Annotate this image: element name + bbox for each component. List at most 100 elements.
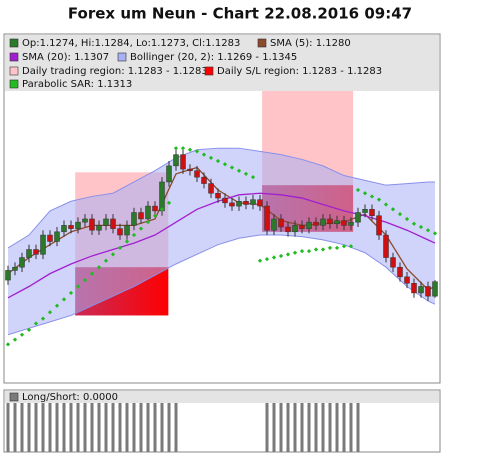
candle-body bbox=[124, 225, 130, 236]
long-short-bar bbox=[279, 402, 283, 452]
legend-label: SMA (5): 1.1280 bbox=[270, 38, 351, 49]
candle-body bbox=[82, 218, 88, 223]
legend-label: Op:1.1274, Hi:1.1284, Lo:1.1273, Cl:1.12… bbox=[22, 38, 240, 49]
sar-dot bbox=[215, 158, 221, 164]
sar-dot bbox=[355, 187, 361, 193]
candle-body bbox=[299, 225, 305, 229]
long-short-bar bbox=[314, 402, 318, 452]
long-short-bar bbox=[335, 402, 339, 452]
sar-dot bbox=[369, 194, 375, 199]
candle-body bbox=[26, 249, 32, 258]
candle-body bbox=[5, 270, 11, 281]
candle-body bbox=[166, 165, 172, 183]
sar-dot bbox=[229, 165, 235, 170]
sar-dot bbox=[222, 162, 228, 167]
sub-legend-box bbox=[5, 391, 439, 403]
long-short-bar bbox=[293, 402, 297, 452]
long-short-bar bbox=[125, 402, 129, 452]
sar-dot bbox=[299, 248, 305, 254]
candle-body bbox=[243, 201, 249, 205]
bollinger-upper bbox=[7, 147, 435, 249]
candle-body bbox=[47, 234, 53, 242]
candle-body bbox=[383, 234, 389, 258]
long-short-bar bbox=[83, 402, 87, 452]
sar-dot bbox=[306, 248, 312, 254]
candle-body bbox=[61, 225, 67, 233]
sar-dot bbox=[117, 245, 123, 251]
candle-body bbox=[103, 218, 109, 226]
candle-body bbox=[285, 226, 291, 233]
candle-body bbox=[313, 221, 319, 226]
sar-dot bbox=[236, 168, 242, 173]
sar-dot bbox=[362, 191, 368, 196]
candle-body bbox=[362, 209, 368, 213]
candle-body bbox=[96, 225, 102, 231]
candle-body bbox=[145, 205, 151, 220]
long-short-bar bbox=[272, 402, 276, 452]
candle-body bbox=[159, 181, 165, 212]
long-short-bar bbox=[90, 402, 94, 452]
legend-label: Daily S/L region: 1.1283 - 1.1283 bbox=[217, 66, 382, 77]
sar-dot bbox=[110, 252, 116, 257]
long-short-bar bbox=[349, 402, 353, 452]
candle-body bbox=[355, 212, 361, 223]
legend-swatch bbox=[257, 38, 267, 48]
candle-body bbox=[278, 218, 284, 228]
long-short-bar bbox=[97, 402, 101, 452]
long-short-bar bbox=[76, 402, 80, 452]
sar-dot bbox=[383, 202, 389, 207]
legend-label: Parabolic SAR: 1.1313 bbox=[22, 79, 132, 90]
long-short-bar bbox=[167, 402, 171, 452]
sar-dot bbox=[348, 244, 354, 249]
legend-swatch bbox=[9, 66, 19, 76]
sar-dot bbox=[334, 245, 340, 251]
sar-dot bbox=[166, 200, 172, 205]
chart-title: Forex um Neun - Chart 22.08.2016 09:47 bbox=[68, 5, 412, 23]
sar-dot bbox=[418, 224, 424, 230]
candle-body bbox=[33, 249, 39, 255]
legend-swatch bbox=[9, 392, 19, 402]
long-short-bar bbox=[160, 402, 164, 452]
sar-dot bbox=[320, 247, 326, 252]
sar-dot bbox=[250, 175, 256, 180]
candle-body bbox=[208, 183, 214, 194]
long-short-bar bbox=[111, 402, 115, 452]
long-short-bar bbox=[34, 402, 38, 452]
sar-dot bbox=[376, 197, 382, 202]
legend-swatch bbox=[9, 79, 19, 89]
sar-dot bbox=[159, 207, 165, 212]
long-short-bar bbox=[307, 402, 311, 452]
long-short-bar bbox=[146, 402, 150, 452]
candle-body bbox=[271, 218, 277, 231]
candle-body bbox=[19, 257, 25, 268]
candle-body bbox=[89, 218, 95, 231]
candle-body bbox=[236, 201, 242, 207]
candle-body bbox=[264, 205, 270, 231]
sar-dot bbox=[432, 231, 438, 236]
candle-body bbox=[425, 286, 431, 297]
sar-dot bbox=[278, 253, 284, 259]
candle-body bbox=[12, 266, 18, 271]
sar-dot bbox=[138, 226, 144, 231]
long-short-bar bbox=[6, 402, 10, 452]
candle-body bbox=[257, 199, 263, 207]
sar-dot bbox=[131, 232, 137, 238]
candle-body bbox=[390, 257, 396, 268]
sar-dot bbox=[243, 171, 249, 177]
sar-dot bbox=[313, 247, 319, 252]
sar-dot bbox=[264, 257, 270, 262]
candle-body bbox=[327, 218, 333, 225]
candle-body bbox=[334, 220, 340, 225]
bollinger-lower bbox=[7, 234, 436, 336]
candle-body bbox=[432, 281, 438, 297]
sar-dot bbox=[187, 147, 193, 152]
long-short-bar bbox=[321, 402, 325, 452]
candle-body bbox=[138, 212, 144, 220]
sar-dot bbox=[285, 252, 291, 257]
sar-dot bbox=[257, 258, 263, 263]
candle-body bbox=[222, 197, 228, 204]
sar-dot bbox=[341, 244, 347, 249]
candle-body bbox=[68, 225, 74, 229]
